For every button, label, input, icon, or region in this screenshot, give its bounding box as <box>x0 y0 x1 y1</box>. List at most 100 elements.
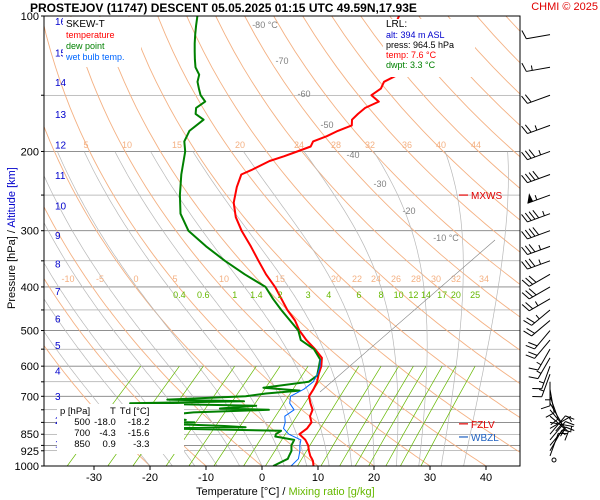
table-header: p [hPa] <box>60 406 91 417</box>
chart-title: PROSTEJOV (11747) DESCENT 05.05.2025 01:… <box>30 1 417 15</box>
mixing-ratio-label: 0.6 <box>197 290 210 300</box>
dry-adiabat-label: 24 <box>294 140 304 150</box>
table-cell: 500 <box>74 417 91 428</box>
dry-adiabat <box>186 16 520 385</box>
table-header: T <box>109 406 116 417</box>
wind-barb-staff <box>549 421 566 441</box>
wind-barb-staff <box>537 357 551 379</box>
wind-barb-halfflag <box>538 150 542 156</box>
lrl-box: LRL: alt: 394 m ASL press: 964.5 hPa tem… <box>383 19 475 77</box>
wind-barb-halfflag <box>568 417 572 422</box>
wind-barb <box>528 357 551 380</box>
dry-adiabat-label: 15 <box>172 140 182 150</box>
wind-barb <box>549 421 575 441</box>
dry-adiabat-label: 34 <box>479 274 489 284</box>
mixing-ratio-line <box>354 366 414 466</box>
wind-barb-flag <box>523 319 532 326</box>
table-header: Td [°C] <box>119 406 150 417</box>
wind-barb <box>523 320 551 337</box>
dry-adiabat <box>128 16 520 453</box>
altitude-label: 8 <box>55 260 61 271</box>
y-axis-separator: / <box>6 227 18 237</box>
wind-barb-staff <box>527 245 551 256</box>
wind-barb-flag <box>525 277 534 285</box>
wind-barb-staff <box>549 421 574 428</box>
altitude-label: 16 <box>55 17 67 28</box>
wind-barb-staff <box>527 194 551 204</box>
wind-barb-flag <box>528 376 539 380</box>
y-tick-label: 100 <box>21 11 39 23</box>
wind-barb-halfflag <box>538 244 542 250</box>
y-tick-label: 600 <box>21 361 39 373</box>
wind-barb <box>521 258 551 270</box>
dry-adiabat-label: 32 <box>451 274 461 284</box>
wind-barb <box>521 244 551 256</box>
mixing-ratio-label: 10 <box>394 290 404 300</box>
wind-barb-flag <box>550 418 559 426</box>
wind-barb-flag <box>528 149 536 158</box>
wind-barb-pennant <box>527 193 534 204</box>
isotherm-label: -30 <box>373 179 386 189</box>
wind-barb <box>521 273 551 287</box>
wind-barb-staff <box>549 402 563 425</box>
mixing-ratio-line <box>265 366 330 466</box>
mixing-ratio-label: 25 <box>470 290 480 300</box>
wind-barb-flag <box>565 421 575 426</box>
wind-barb-flag <box>524 259 532 268</box>
isotherm-label: -70 <box>275 56 288 66</box>
table-cell: -3.3 <box>133 439 150 450</box>
legend-title: SKEW-T <box>66 19 105 30</box>
profile-lines <box>110 16 400 466</box>
wind-barb-flag <box>521 95 528 104</box>
table-cell: -18.0 <box>94 417 116 428</box>
level-marker-label: FZLV <box>471 420 495 431</box>
isotherm-label: -40 <box>346 150 359 160</box>
level-marker-label: MXWS <box>471 191 502 202</box>
moist-adiabat <box>57 151 263 466</box>
wind-barb <box>521 62 551 72</box>
wind-barb-flag <box>565 426 575 431</box>
diagram-labels: 0.4 0.6 1 1.4 2 3 4 6 8 10 12 14 17 20 255 10 15 20 24 28 32… <box>61 20 502 444</box>
y-tick-label: 300 <box>21 226 39 238</box>
mixing-ratio-line <box>320 366 382 466</box>
mixing-ratio-line <box>297 366 360 466</box>
moist-adiabat <box>192 151 352 466</box>
wind-barb-flag <box>523 330 532 337</box>
wind-barb-flag <box>525 290 534 298</box>
wind-barb-flag <box>521 151 528 160</box>
altitude-label: 7 <box>55 287 61 298</box>
wind-barb-halfflag <box>536 361 542 366</box>
dry-adiabat-label: 0 <box>133 274 138 284</box>
mixing-ratio-line <box>339 366 399 466</box>
wind-barb-flag <box>528 367 539 371</box>
wind-barb <box>521 227 551 240</box>
mixing-ratio-label: 14 <box>421 290 431 300</box>
moist-adiabat <box>243 151 375 466</box>
table-row: 850 0.9 -3.3 <box>60 439 153 450</box>
table-cell: -15.6 <box>127 428 150 439</box>
x-axis-mixing-label: Mixing ratio [g/kg] <box>288 486 375 498</box>
altitude-label: 5 <box>55 341 61 352</box>
wind-barb-flag <box>525 344 535 350</box>
table-cell: 850 <box>74 439 91 450</box>
wind-barb-flag <box>525 302 534 310</box>
mixing-ratio-line <box>213 366 281 466</box>
legend-dewpoint: dew point <box>66 41 105 51</box>
legend-temperature: temperature <box>66 30 115 40</box>
isotherm-label: -10 °C <box>433 233 459 243</box>
wind-barb <box>521 149 551 161</box>
table-cell: 0.9 <box>102 439 116 450</box>
wind-barb-staff <box>549 415 566 435</box>
lrl-altitude: alt: 394 m ASL <box>386 30 445 40</box>
wind-barb <box>540 381 551 410</box>
dry-adiabat <box>302 16 520 253</box>
mixing-ratio-line <box>420 366 476 466</box>
wind-barb-flag <box>524 150 532 159</box>
wind-barb-staff <box>534 339 551 359</box>
wind-barb-flag <box>532 170 540 179</box>
wind-barb-flag <box>525 354 535 359</box>
x-tick-label: 20 <box>368 472 380 484</box>
wind-barb-flag <box>524 212 532 221</box>
wind-barb-halfflag <box>530 65 533 71</box>
wind-barb <box>521 124 551 135</box>
